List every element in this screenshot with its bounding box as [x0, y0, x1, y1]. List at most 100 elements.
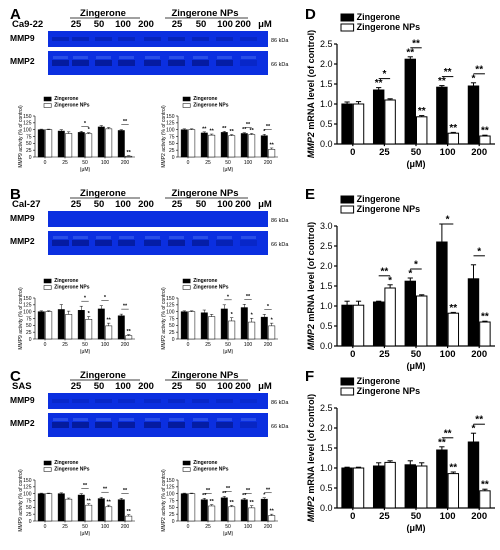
- legend-swatch: [182, 96, 191, 102]
- significance-star: **: [481, 126, 489, 137]
- significance-star: **: [222, 126, 227, 132]
- significance-star: *: [271, 318, 274, 324]
- mmp9-band: [192, 399, 209, 403]
- y-tick-label: 100: [23, 309, 32, 315]
- significance-star: **: [242, 127, 247, 133]
- panel-label-C: C: [10, 368, 21, 385]
- y-axis-title: MMP9 activity (% of control): [18, 469, 24, 532]
- y-tick-label: 2.0: [320, 59, 333, 69]
- bracket-star: *: [382, 69, 386, 80]
- bar-zingerone: [436, 449, 448, 509]
- mmp2-band-halo: [96, 236, 111, 239]
- bar-zingerone: [220, 497, 228, 522]
- bar-zingerone-nps: [416, 465, 428, 509]
- dose-label: 25: [172, 199, 183, 210]
- bar-zingerone: [117, 130, 125, 158]
- bar-zingerone: [467, 85, 480, 145]
- bar-zingerone-nps: [65, 133, 73, 158]
- y-tick-label: 0: [172, 519, 175, 525]
- legend-swatch: [340, 23, 355, 32]
- y-tick-label: 25: [169, 148, 175, 154]
- dose-label: 100: [217, 199, 233, 210]
- bracket-star: **: [206, 488, 211, 494]
- x-tick-label: 50: [225, 160, 231, 166]
- bar-zingerone: [200, 499, 208, 522]
- mmp2-band: [216, 240, 233, 246]
- x-tick-label: 0: [44, 524, 47, 530]
- x-axis-title: (μM): [80, 349, 91, 355]
- y-tick-label: 75: [26, 316, 32, 322]
- bar-zingerone-nps: [228, 320, 236, 340]
- significance-star: **: [107, 500, 112, 506]
- y-tick-label: 1.5: [320, 281, 333, 291]
- y-axis-title: MMP2 mRNA level (of control): [306, 222, 316, 350]
- mmp2-band: [95, 60, 112, 66]
- y-axis-title: MMP9 activity (% of control): [18, 105, 24, 168]
- legend-swatch: [43, 460, 52, 466]
- significance-star: **: [270, 142, 275, 148]
- bar-zingerone-nps: [188, 129, 196, 158]
- dose-label: 200: [235, 199, 251, 210]
- mmp2-band: [95, 422, 112, 428]
- legend-label: Zingerone NPs: [193, 467, 229, 473]
- bar-zingerone-nps: [268, 515, 276, 522]
- mmp2-band-halo: [53, 236, 68, 239]
- mmp2-band-halo: [96, 56, 111, 59]
- bar-zingerone-nps: [416, 295, 428, 347]
- legend-label: Zingerone: [54, 96, 78, 102]
- bracket-star: **: [103, 487, 108, 493]
- x-tick-label: 25: [379, 147, 390, 158]
- legend-label: Zingerone: [193, 460, 217, 466]
- bar-zingerone: [341, 467, 353, 509]
- kda-66-label: 66 kDa: [271, 242, 289, 248]
- bar-zingerone: [180, 129, 188, 158]
- mmp2-band: [72, 60, 89, 66]
- bar-zingerone: [97, 126, 105, 158]
- bar-zingerone: [37, 493, 45, 522]
- significance-star: **: [87, 498, 92, 504]
- cell-line-label: Cal-27: [12, 199, 41, 210]
- bar-zingerone-nps: [45, 129, 53, 158]
- mmp9-band: [52, 37, 69, 41]
- significance-star: **: [127, 150, 132, 156]
- bar-zingerone-nps: [208, 134, 216, 158]
- legend-swatch: [340, 13, 355, 22]
- significance-star: *: [263, 492, 266, 498]
- bar-zingerone: [117, 315, 125, 340]
- significance-star: **: [449, 123, 457, 134]
- bar-zingerone-nps: [125, 155, 133, 158]
- y-axis-title: MMP2 activity (% of control): [161, 105, 167, 168]
- x-tick-label: 50: [82, 524, 88, 530]
- dose-label: 100: [115, 199, 131, 210]
- x-tick-label: 50: [225, 342, 231, 348]
- bar-zingerone-nps: [228, 506, 236, 522]
- y-tick-label: 0.5: [320, 483, 333, 493]
- y-axis-title: MMP2 activity (% of control): [161, 469, 167, 532]
- bar-zingerone: [341, 103, 353, 145]
- y-tick-label: 0.0: [320, 503, 333, 513]
- y-tick-label: 0: [172, 337, 175, 343]
- y-tick-label: 2.5: [320, 403, 333, 413]
- mmp9-gel-strip: [48, 393, 268, 409]
- x-tick-label: 100: [440, 349, 456, 360]
- bar-zingerone-nps: [45, 493, 53, 522]
- bar-zingerone: [404, 280, 416, 347]
- significance-star: *: [231, 312, 234, 318]
- y-tick-label: 75: [169, 316, 175, 322]
- bar-zingerone: [97, 308, 105, 340]
- bar-zingerone-nps: [65, 498, 73, 522]
- bar-zingerone-nps: [228, 135, 236, 158]
- bar-zingerone: [240, 133, 248, 158]
- mmp9-band: [168, 399, 185, 403]
- bar-zingerone-nps: [384, 461, 396, 509]
- mmp2-band: [192, 60, 209, 66]
- bar-zingerone-nps: [352, 467, 365, 509]
- y-tick-label: 1.0: [320, 301, 333, 311]
- mmp2-band-halo: [217, 236, 232, 239]
- legend-swatch: [182, 285, 191, 290]
- bracket-star: **: [266, 487, 271, 493]
- mmp2-band: [168, 60, 185, 66]
- bracket-star: **: [475, 415, 483, 426]
- y-tick-label: 50: [26, 323, 32, 329]
